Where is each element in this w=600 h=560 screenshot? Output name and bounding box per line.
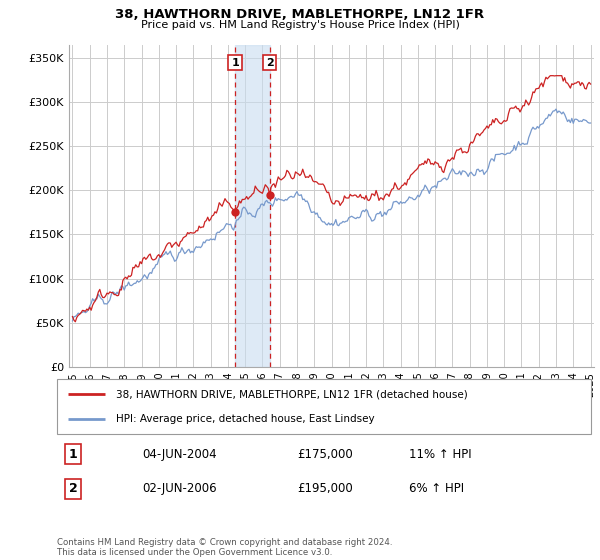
Text: 1: 1 [68, 447, 77, 461]
Text: £195,000: £195,000 [298, 482, 353, 496]
Bar [235, 45, 269, 367]
Text: 02-JUN-2006: 02-JUN-2006 [142, 482, 217, 496]
Text: HPI: Average price, detached house, East Lindsey: HPI: Average price, detached house, East… [116, 414, 374, 423]
Text: 38, HAWTHORN DRIVE, MABLETHORPE, LN12 1FR (detached house): 38, HAWTHORN DRIVE, MABLETHORPE, LN12 1F… [116, 390, 467, 399]
Text: 38, HAWTHORN DRIVE, MABLETHORPE, LN12 1FR: 38, HAWTHORN DRIVE, MABLETHORPE, LN12 1F… [115, 8, 485, 21]
Text: 04-JUN-2004: 04-JUN-2004 [142, 447, 217, 461]
Text: 11% ↑ HPI: 11% ↑ HPI [409, 447, 472, 461]
Text: 2: 2 [266, 58, 274, 68]
Text: 1: 1 [231, 58, 239, 68]
Text: £175,000: £175,000 [298, 447, 353, 461]
Text: 2: 2 [68, 482, 77, 496]
Text: Price paid vs. HM Land Registry's House Price Index (HPI): Price paid vs. HM Land Registry's House … [140, 20, 460, 30]
Text: Contains HM Land Registry data © Crown copyright and database right 2024.
This d: Contains HM Land Registry data © Crown c… [57, 538, 392, 557]
Text: 6% ↑ HPI: 6% ↑ HPI [409, 482, 464, 496]
